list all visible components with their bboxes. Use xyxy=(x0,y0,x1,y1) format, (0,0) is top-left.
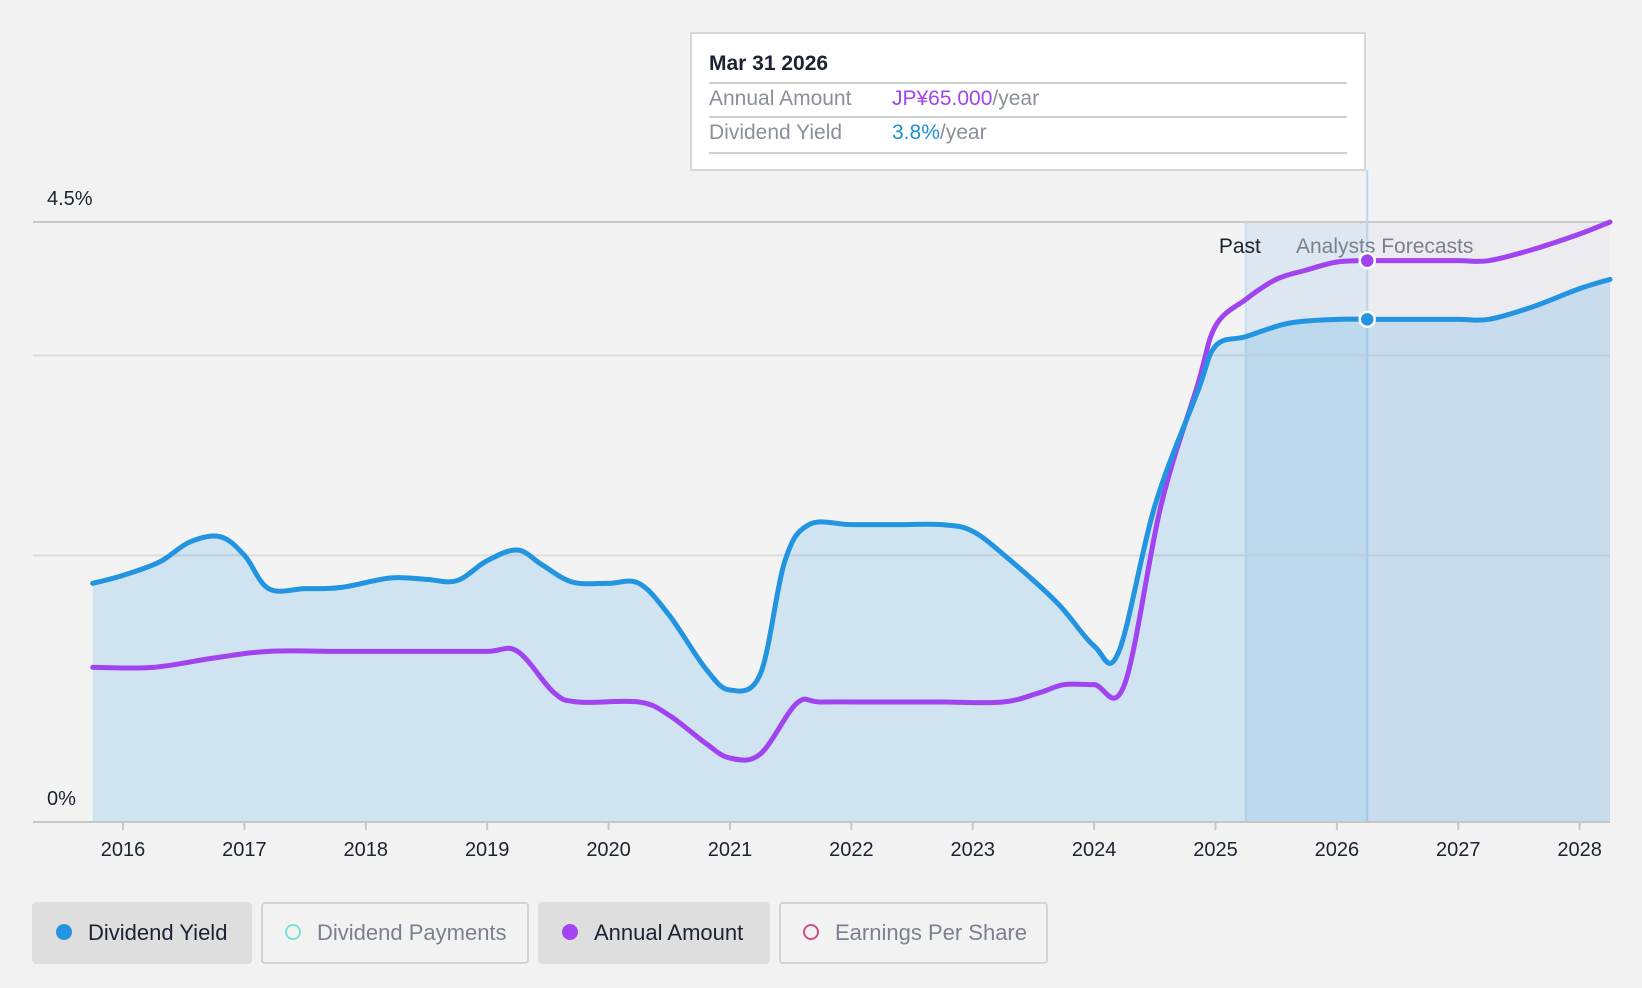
x-tick-label: 2023 xyxy=(950,839,995,861)
x-tick-label: 2027 xyxy=(1436,839,1481,861)
x-axis-ticks: 2016 2017 2018 2019 2020 2021 2022 2023 2024 2025… xyxy=(101,822,1602,861)
tooltip-annual-amount-unit: /year xyxy=(992,87,1040,110)
tooltip-annual-amount-value: JP¥65.000 xyxy=(892,87,993,110)
legend-annual-amount-dot-icon xyxy=(562,924,578,940)
y-axis-min-label: 0% xyxy=(47,788,76,810)
x-tick-label: 2020 xyxy=(586,839,631,861)
tooltip-divider xyxy=(709,152,1347,154)
tooltip-dividend-yield-value: 3.8% xyxy=(892,121,940,144)
past-region-background xyxy=(33,222,1246,822)
legend-dividend-yield-label: Dividend Yield xyxy=(88,920,228,945)
tooltip-row-dividend-yield: Dividend Yield 3.8%/year xyxy=(709,121,987,145)
series-line xyxy=(90,219,1613,763)
hover-marker-dot xyxy=(1358,310,1376,329)
x-tick-label: 2016 xyxy=(101,839,146,861)
hover-markers xyxy=(1358,251,1376,329)
tooltip-divider xyxy=(709,116,1347,118)
tooltip-row-annual-amount: Annual Amount JP¥65.000/year xyxy=(709,87,1039,111)
tooltip-divider xyxy=(709,82,1347,84)
x-tick-label: 2018 xyxy=(344,839,389,861)
chart-tooltip: Mar 31 2026 Annual Amount JP¥65.000/year… xyxy=(690,32,1366,171)
x-tick-label: 2021 xyxy=(708,839,753,861)
legend-earnings-per-share-dot-icon xyxy=(803,924,819,940)
hover-marker-dot xyxy=(1358,251,1376,270)
legend-dividend-payments-button[interactable]: Dividend Payments xyxy=(261,902,529,964)
legend-dividend-payments-dot-icon xyxy=(285,924,301,940)
tooltip-dividend-yield-label: Dividend Yield xyxy=(709,121,843,144)
legend-earnings-per-share-label: Earnings Per Share xyxy=(835,920,1027,945)
series-layer xyxy=(90,219,1613,822)
y-axis-max-label: 4.5% xyxy=(47,188,93,210)
x-tick-label: 2028 xyxy=(1557,839,1602,861)
series-area xyxy=(92,279,1611,822)
legend-annual-amount-button[interactable]: Annual Amount xyxy=(538,902,770,964)
past-label: Past xyxy=(1219,235,1261,258)
legend-earnings-per-share-button[interactable]: Earnings Per Share xyxy=(779,902,1048,964)
x-tick-label: 2019 xyxy=(465,839,510,861)
x-tick-label: 2024 xyxy=(1072,839,1117,861)
x-tick-label: 2022 xyxy=(829,839,874,861)
legend-dividend-yield-dot-icon xyxy=(56,924,72,940)
tooltip-annual-amount-label: Annual Amount xyxy=(709,87,852,110)
tooltip-dividend-yield-unit: /year xyxy=(939,121,987,144)
legend-annual-amount-label: Annual Amount xyxy=(594,920,744,945)
series-line xyxy=(90,276,1613,694)
x-tick-label: 2026 xyxy=(1315,839,1360,861)
tooltip-date: Mar 31 2026 xyxy=(709,52,829,75)
forecast-label: Analysts Forecasts xyxy=(1296,235,1473,258)
x-tick-label: 2017 xyxy=(222,839,267,861)
grid-lines xyxy=(33,170,1610,822)
legend-dividend-payments-label: Dividend Payments xyxy=(317,920,507,945)
legend-dividend-yield-button[interactable]: Dividend Yield xyxy=(32,902,252,964)
x-tick-label: 2025 xyxy=(1193,839,1238,861)
